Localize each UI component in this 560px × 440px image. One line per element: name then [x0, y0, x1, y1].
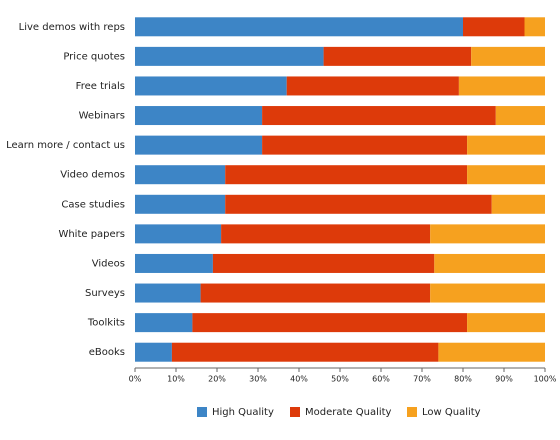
- y-tick-label: Free trials: [76, 81, 125, 92]
- bar-segment: [135, 17, 463, 37]
- x-tick-label: 30%: [249, 375, 267, 384]
- bar-segment: [135, 224, 222, 244]
- x-tick-label: 60%: [372, 375, 390, 384]
- bar-segment: [467, 165, 545, 185]
- bar-segment: [135, 283, 201, 303]
- bar-segment: [262, 106, 496, 126]
- bar-segment: [135, 253, 213, 273]
- bar-segment: [200, 283, 431, 303]
- legend-swatch: [197, 407, 207, 417]
- legend-label: Moderate Quality: [305, 407, 392, 418]
- x-tick-label: 80%: [454, 375, 472, 384]
- bar-segment: [491, 194, 545, 214]
- bar-segment: [430, 224, 545, 244]
- bar-segment: [262, 135, 468, 155]
- y-tick-label: Surveys: [85, 288, 125, 299]
- bar-segment: [135, 313, 193, 333]
- x-tick-label: 0%: [129, 375, 142, 384]
- y-tick-label: Price quotes: [63, 51, 125, 62]
- legend-label: Low Quality: [422, 407, 481, 418]
- bar-segment: [286, 76, 459, 96]
- y-tick-label: Learn more / contact us: [6, 140, 125, 151]
- bar-segment: [463, 17, 525, 37]
- y-tick-label: White papers: [58, 229, 125, 240]
- y-tick-label: Live demos with reps: [19, 22, 125, 33]
- y-tick-label: Webinars: [79, 111, 125, 122]
- bar-segment: [458, 76, 545, 96]
- x-tick-label: 90%: [495, 375, 513, 384]
- bar-segment: [135, 135, 263, 155]
- legend-swatch: [407, 407, 417, 417]
- bar-segment: [135, 76, 287, 96]
- bar-segment: [438, 342, 545, 362]
- bar-segment: [171, 342, 439, 362]
- bar-segment: [323, 46, 472, 66]
- bar-segment: [495, 106, 545, 126]
- bar-segment: [467, 135, 545, 155]
- bar-segment: [135, 46, 324, 66]
- x-tick-label: 10%: [167, 375, 185, 384]
- bar-segment: [212, 253, 435, 273]
- bar-segment: [430, 283, 545, 303]
- bar-segment: [434, 253, 545, 273]
- x-tick-label: 70%: [413, 375, 431, 384]
- bar-segment: [221, 224, 431, 244]
- bar-segment: [471, 46, 545, 66]
- y-tick-label: eBooks: [89, 347, 125, 358]
- x-tick-label: 40%: [290, 375, 308, 384]
- bar-segment: [135, 106, 263, 126]
- bar-segment: [135, 194, 226, 214]
- y-tick-label: Toolkits: [87, 318, 125, 329]
- x-tick-label: 20%: [208, 375, 226, 384]
- x-tick-label: 100%: [534, 375, 557, 384]
- y-tick-label: Case studies: [61, 199, 125, 210]
- legend-label: High Quality: [212, 407, 274, 418]
- y-tick-label: Video demos: [60, 170, 125, 181]
- x-tick-label: 50%: [331, 375, 349, 384]
- y-tick-label: Videos: [92, 258, 125, 269]
- bar-segment: [225, 165, 468, 185]
- legend-swatch: [290, 407, 300, 417]
- bar-segment: [135, 165, 226, 185]
- bar-segment: [192, 313, 468, 333]
- bar-segment: [524, 17, 545, 37]
- bar-segment: [467, 313, 545, 333]
- bar-segment: [135, 342, 172, 362]
- bar-segment: [225, 194, 492, 214]
